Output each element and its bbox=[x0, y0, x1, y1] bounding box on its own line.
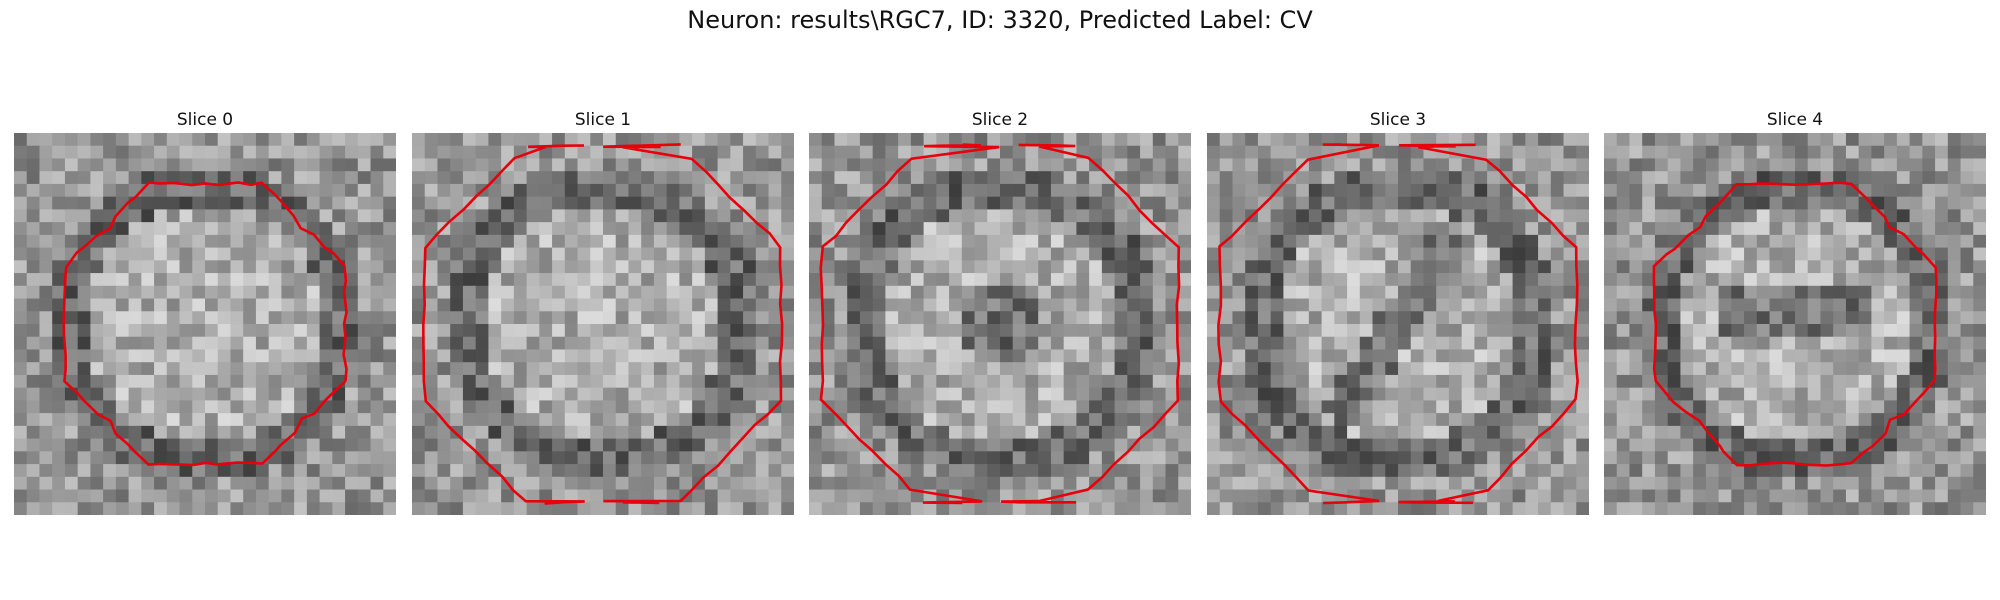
slice-title-4: Slice 4 bbox=[1766, 110, 1824, 130]
slice-panel-0: Slice 0 bbox=[12, 110, 398, 528]
slice-panel-3: Slice 3 bbox=[1205, 110, 1591, 528]
slice-panel-2: Slice 2 bbox=[807, 110, 1193, 528]
segmentation-contour bbox=[1652, 181, 1938, 467]
segmentation-contour-right bbox=[1398, 143, 1579, 505]
slice-title-2: Slice 2 bbox=[971, 110, 1029, 130]
segmentation-contour bbox=[62, 181, 348, 467]
pixel-texture bbox=[1604, 133, 1986, 515]
pixel-texture bbox=[1207, 133, 1589, 515]
segmentation-contour-left bbox=[1217, 143, 1380, 505]
figure-title: Neuron: results\RGC7, ID: 3320, Predicte… bbox=[687, 6, 1313, 34]
pixel-texture bbox=[14, 133, 396, 515]
slice-title-3: Slice 3 bbox=[1369, 110, 1427, 130]
slice-panel-1: Slice 1 bbox=[410, 110, 796, 528]
slice-image-1 bbox=[412, 133, 794, 515]
pixel-texture bbox=[809, 133, 1191, 515]
segmentation-contour-left bbox=[819, 143, 1000, 505]
segmentation-contour-left bbox=[421, 144, 585, 505]
slice-image-0 bbox=[14, 133, 396, 515]
segmentation-contour-right bbox=[603, 143, 784, 505]
slice-image-3 bbox=[1207, 133, 1589, 515]
segmentation-contour-right bbox=[1001, 143, 1181, 504]
slice-title-0: Slice 0 bbox=[176, 110, 234, 130]
slice-title-1: Slice 1 bbox=[574, 110, 632, 130]
pixel-texture bbox=[412, 133, 794, 515]
slice-image-2 bbox=[809, 133, 1191, 515]
slice-image-4 bbox=[1604, 133, 1986, 515]
slice-panel-4: Slice 4 bbox=[1602, 110, 1988, 528]
